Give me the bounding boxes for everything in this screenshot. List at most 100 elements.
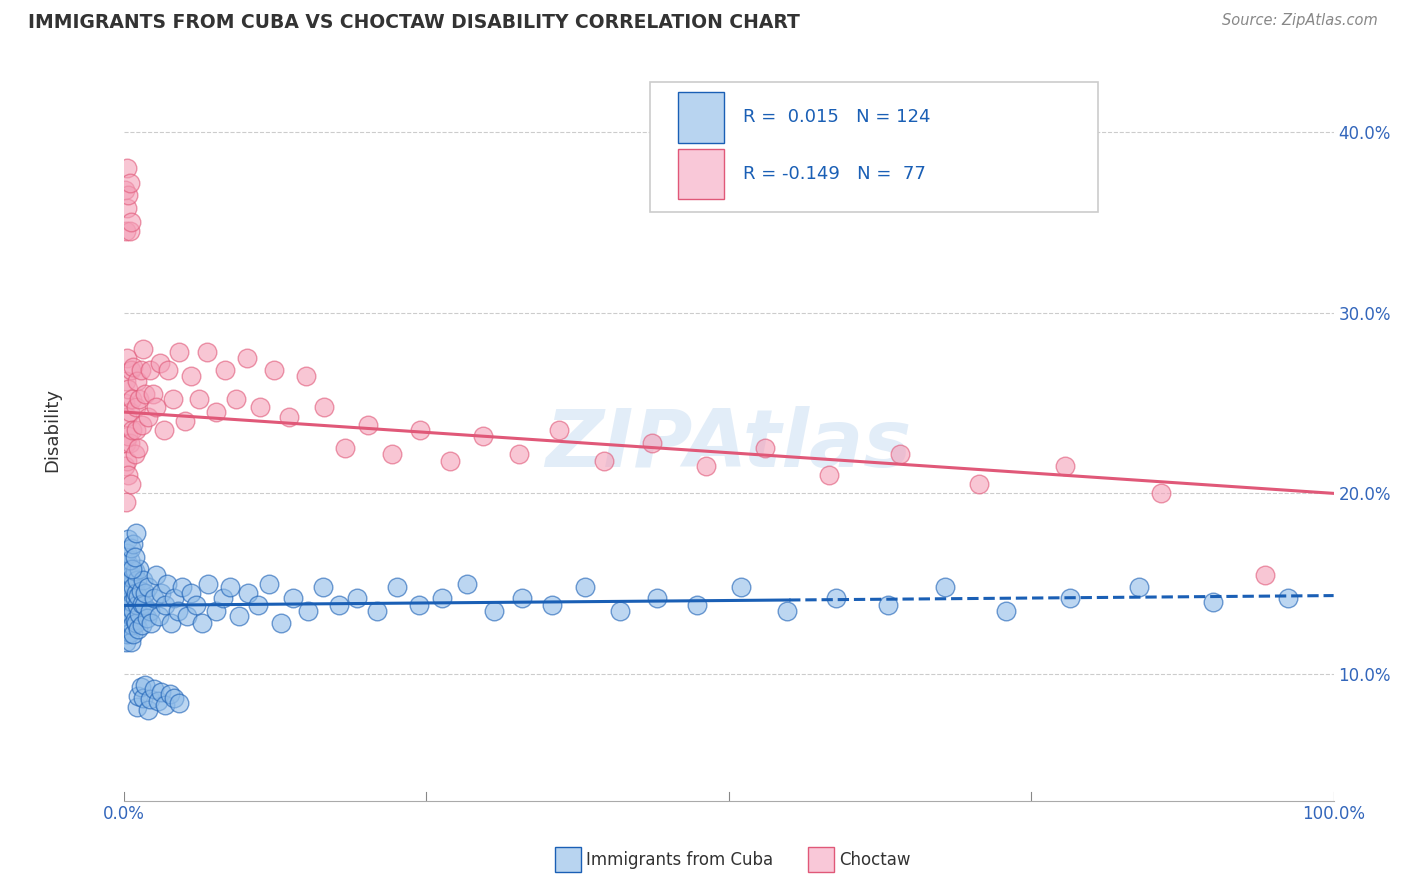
Point [174,414,197,428]
Point [314,400,336,414]
Point [117,590,139,604]
Point [169,696,191,710]
Point [297,604,319,618]
Point [150,586,173,600]
Point [1277,591,1299,606]
Point [877,599,900,613]
Text: ZIPAtlas: ZIPAtlas [546,406,911,484]
Point [149,356,172,370]
Point [238,586,260,600]
Point [146,694,169,708]
Point [609,604,631,618]
Y-axis label: Disability: Disability [44,388,60,472]
Point [115,607,138,622]
Point [115,634,138,648]
Point [170,580,193,594]
Point [187,392,209,407]
Point [934,580,956,594]
Point [117,161,139,175]
Point [124,564,146,578]
Text: IMMIGRANTS FROM CUBA VS CHOCTAW DISABILITY CORRELATION CHART: IMMIGRANTS FROM CUBA VS CHOCTAW DISABILI… [28,13,800,32]
Point [120,586,142,600]
Point [134,599,156,613]
Point [127,441,149,455]
Point [548,423,571,437]
Point [117,351,139,365]
Point [163,591,186,606]
Point [211,591,233,606]
Point [214,363,236,377]
Text: Immigrants from Cuba: Immigrants from Cuba [586,851,773,869]
Point [219,580,242,594]
Point [120,609,142,624]
Point [472,428,495,442]
Point [128,562,150,576]
Point [180,586,202,600]
Point [645,591,668,606]
Point [153,698,176,712]
Point [115,224,138,238]
Point [818,468,841,483]
Point [1053,459,1076,474]
Point [118,562,141,576]
Point [120,215,142,229]
Point [994,604,1017,618]
Point [125,616,148,631]
Point [145,567,167,582]
Point [124,447,146,461]
Point [117,201,139,215]
Point [281,591,304,606]
Point [139,692,162,706]
Point [122,604,145,618]
Point [186,599,208,613]
Point [195,345,218,359]
Point [145,400,167,414]
Point [776,604,799,618]
Point [152,423,174,437]
Point [114,595,136,609]
Point [117,566,139,580]
Point [328,599,350,613]
Point [228,609,250,624]
Point [132,573,155,587]
Point [333,441,356,455]
Point [122,359,145,374]
Text: R =  0.015   N = 124: R = 0.015 N = 124 [744,109,931,127]
Point [246,599,269,613]
Point [122,537,145,551]
Point [114,459,136,474]
Point [157,363,180,377]
Point [125,400,148,414]
Point [117,580,139,594]
Point [366,604,388,618]
Point [128,392,150,407]
Point [121,618,143,632]
Bar [678,92,724,143]
Point [169,345,191,359]
Text: Choctaw: Choctaw [839,851,911,869]
Point [456,576,478,591]
Point [118,553,141,567]
Point [889,447,911,461]
Point [236,351,259,365]
Point [120,567,142,582]
Point [156,576,179,591]
Point [346,591,368,606]
Point [121,423,143,437]
Point [508,447,530,461]
Point [409,423,432,437]
Point [967,477,990,491]
Point [131,618,153,632]
Point [125,573,148,587]
Point [121,571,143,585]
Point [127,689,149,703]
Point [129,680,152,694]
Point [257,576,280,591]
Point [541,599,564,613]
Point [120,477,142,491]
Point [132,690,155,705]
Point [142,591,165,606]
Point [139,363,162,377]
Point [122,580,145,594]
Point [312,580,335,594]
